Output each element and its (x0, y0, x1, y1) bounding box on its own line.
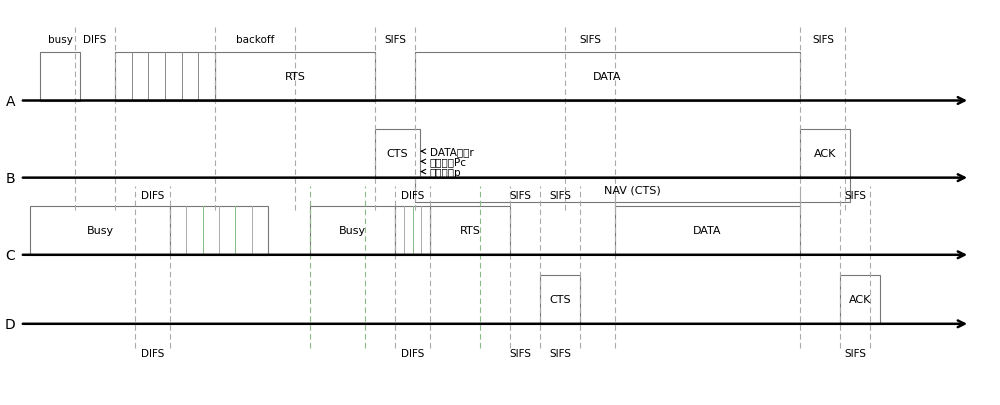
Text: DIFS: DIFS (401, 348, 425, 358)
Text: RTS: RTS (460, 226, 480, 236)
Text: C: C (5, 248, 15, 262)
Bar (415, 53, 800, 101)
Text: ACK: ACK (814, 149, 836, 159)
Bar (430, 207, 510, 255)
Bar (30, 207, 170, 255)
Text: SIFS: SIFS (844, 190, 866, 200)
Text: ACK: ACK (849, 295, 871, 305)
Text: CTS: CTS (387, 149, 408, 159)
Text: busy: busy (48, 34, 72, 45)
Bar (415, 178, 850, 202)
Text: CTS: CTS (549, 295, 571, 305)
Text: SIFS: SIFS (549, 348, 571, 358)
Bar (40, 53, 80, 101)
Text: DIFS: DIFS (141, 348, 165, 358)
Text: SIFS: SIFS (579, 34, 601, 45)
Text: DIFS: DIFS (401, 190, 425, 200)
Bar (170, 207, 268, 255)
Text: DATA: DATA (693, 226, 722, 236)
Bar (115, 53, 215, 101)
Text: DATA: DATA (593, 72, 622, 82)
Text: backoff: backoff (236, 34, 274, 45)
Text: SIFS: SIFS (509, 190, 531, 200)
Text: D: D (4, 317, 15, 331)
Bar (800, 130, 850, 178)
Bar (540, 275, 580, 324)
Text: SIFS: SIFS (509, 348, 531, 358)
Bar (215, 53, 375, 101)
Text: SIFS: SIFS (549, 190, 571, 200)
Text: Busy: Busy (339, 226, 366, 236)
Bar (615, 207, 800, 255)
Text: A: A (6, 94, 15, 108)
Bar (840, 275, 880, 324)
Text: NAV (CTS): NAV (CTS) (604, 185, 661, 195)
Text: DATA速率r: DATA速率r (430, 147, 474, 157)
Bar (310, 207, 395, 255)
Text: SIFS: SIFS (844, 348, 866, 358)
Text: Busy: Busy (86, 226, 114, 236)
Bar (375, 130, 420, 178)
Text: DIFS: DIFS (141, 190, 165, 200)
Text: SIFS: SIFS (384, 34, 406, 45)
Text: 干扰容限Pc: 干扰容限Pc (430, 157, 467, 167)
Bar (395, 207, 430, 255)
Text: SIFS: SIFS (812, 34, 834, 45)
Text: 接受概率p: 接受概率p (430, 167, 462, 177)
Text: DIFS: DIFS (83, 34, 107, 45)
Text: B: B (5, 171, 15, 185)
Text: RTS: RTS (285, 72, 305, 82)
